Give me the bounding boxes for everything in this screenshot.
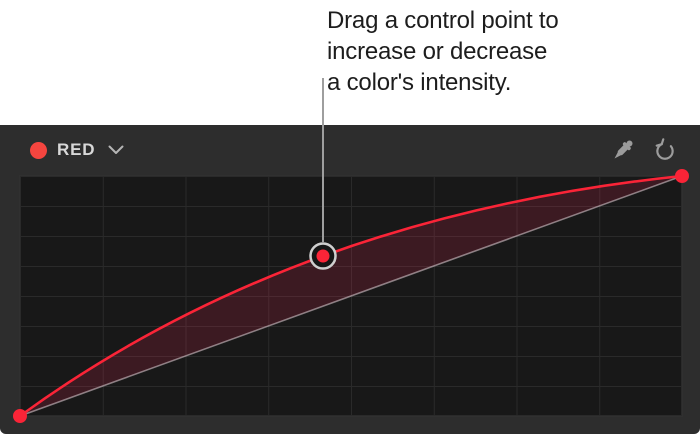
reset-undo-icon	[655, 138, 674, 160]
curve-grid[interactable]	[20, 176, 682, 416]
reset-button[interactable]	[652, 137, 678, 163]
panel-header: RED	[0, 125, 700, 175]
chevron-down-icon	[108, 145, 124, 154]
channel-label: RED	[57, 140, 96, 159]
eyedropper-button[interactable]	[610, 137, 636, 163]
annotation-text: Drag a control point to increase or decr…	[327, 7, 559, 96]
channel-selector[interactable]: RED	[30, 140, 125, 160]
eyedropper-icon	[614, 140, 633, 159]
color-curves-panel: RED	[0, 125, 700, 434]
red-swatch-icon	[30, 141, 47, 159]
